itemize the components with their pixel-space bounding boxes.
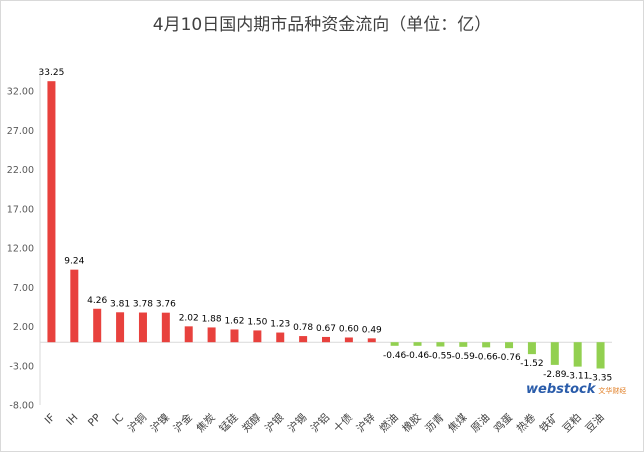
- category-label: IC: [110, 412, 126, 428]
- category-label: 燃油: [377, 411, 401, 435]
- y-tick-label: -3.00: [9, 361, 34, 372]
- bar-IH: [70, 269, 79, 343]
- bar-PP: [93, 308, 102, 343]
- bar-鸡蛋: [505, 342, 514, 349]
- data-label: 0.60: [339, 324, 359, 334]
- data-label: -0.55: [429, 352, 452, 362]
- data-label: -0.59: [452, 352, 476, 362]
- bar-燃油: [390, 342, 399, 346]
- data-label: 0.67: [316, 324, 336, 334]
- bar-沪锌: [367, 338, 376, 343]
- category-label: 沪锌: [354, 411, 378, 435]
- category-label: 沥青: [422, 411, 446, 435]
- bar-铁矿: [550, 342, 559, 365]
- bar-沪铝: [322, 336, 330, 343]
- category-label: 沪镍: [148, 411, 172, 435]
- bar-郑醇: [253, 330, 262, 343]
- category-label: 豆油: [583, 411, 607, 435]
- category-label: IF: [43, 412, 58, 427]
- category-label: 焦炭: [194, 411, 218, 435]
- bar-IF: [47, 81, 56, 343]
- data-label: 3.76: [156, 300, 176, 310]
- bar-豆粕: [573, 342, 582, 367]
- data-label: 9.24: [64, 257, 84, 267]
- data-label: -0.46: [383, 351, 407, 361]
- bar-沪铜: [138, 312, 147, 343]
- category-label: 热卷: [514, 411, 538, 435]
- category-label: 十债: [331, 411, 355, 435]
- y-tick-label: -8.00: [9, 401, 34, 412]
- bar-锰硅: [230, 329, 239, 343]
- y-tick-label: 27.00: [7, 126, 34, 137]
- data-label: -0.76: [497, 353, 521, 363]
- bar-橡胶: [413, 342, 422, 346]
- watermark-logo: webstock 文华财经: [526, 378, 626, 397]
- data-label: -0.66: [475, 352, 499, 362]
- chart-title: 4月10日国内期市品种资金流向（单位：亿）: [152, 15, 492, 35]
- category-label: 沪银: [262, 411, 286, 435]
- data-label: -3.35: [589, 373, 612, 383]
- watermark-sub: 文华财经: [598, 387, 627, 395]
- bar-IC: [116, 312, 125, 343]
- category-label: 橡胶: [400, 411, 424, 435]
- bar-沪镍: [161, 312, 170, 343]
- category-label: 鸡蛋: [491, 411, 515, 435]
- data-label: 2.02: [179, 313, 199, 323]
- bar-原油: [482, 342, 491, 348]
- category-label: PP: [86, 412, 103, 429]
- data-label: -0.46: [406, 351, 430, 361]
- y-tick-label: 12.00: [7, 244, 34, 255]
- data-label: 33.25: [39, 68, 65, 78]
- category-label: 铁矿: [537, 411, 561, 435]
- bar-沥青: [436, 342, 445, 347]
- data-label: 4.26: [87, 296, 107, 306]
- bar-焦炭: [207, 327, 216, 343]
- data-label: -3.11: [566, 372, 589, 382]
- category-label: 豆粕: [560, 411, 584, 435]
- data-label: 3.78: [133, 300, 153, 310]
- y-tick-label: 17.00: [7, 204, 34, 215]
- category-label: 沪铝: [308, 411, 332, 435]
- y-tick-label: 22.00: [7, 165, 34, 176]
- category-label: 沪金: [171, 411, 195, 435]
- category-label: 郑醇: [239, 411, 263, 435]
- data-label: 1.23: [270, 320, 290, 330]
- bar-沪金: [184, 326, 193, 343]
- y-tick-label: 32.00: [7, 87, 34, 98]
- data-label: -1.52: [520, 359, 543, 369]
- category-label: 锰硅: [217, 411, 241, 435]
- watermark-brand: webstock: [526, 382, 596, 397]
- y-tick-label: 2.00: [13, 322, 34, 333]
- data-label: 1.88: [202, 314, 222, 324]
- y-tick-label: 7.00: [13, 283, 34, 294]
- bar-焦煤: [459, 342, 468, 347]
- data-label: -2.89: [543, 370, 567, 380]
- bar-热卷: [527, 342, 536, 355]
- category-label: 沪锡: [285, 411, 309, 435]
- bar-十债: [344, 337, 353, 343]
- bar-豆油: [596, 342, 605, 369]
- data-label: 3.81: [110, 299, 130, 309]
- data-label: 1.62: [224, 316, 244, 326]
- data-label: 0.49: [362, 325, 382, 335]
- data-label: 0.78: [293, 323, 313, 333]
- bar-沪银: [276, 332, 285, 343]
- data-label: 1.50: [247, 317, 267, 327]
- category-label: 沪铜: [125, 411, 149, 435]
- bar-沪锡: [299, 336, 308, 343]
- category-label: 焦煤: [445, 411, 469, 435]
- category-label: IH: [64, 412, 80, 428]
- category-label: 原油: [468, 411, 492, 435]
